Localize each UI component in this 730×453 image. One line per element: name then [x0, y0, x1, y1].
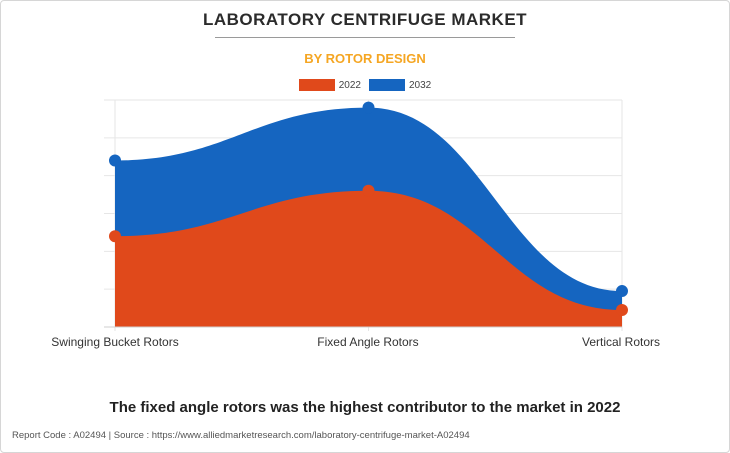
data-point-2032 — [362, 101, 375, 114]
x-tick-label: Vertical Rotors — [581, 335, 661, 349]
report-footer: Report Code : A02494 | Source : https://… — [12, 430, 470, 441]
x-tick-label: Fixed Angle Rotors — [317, 335, 419, 349]
x-tick-label: Swinging Bucket Rotors — [51, 335, 179, 349]
legend-swatch-2032 — [369, 79, 405, 91]
data-point-2022 — [616, 303, 628, 316]
title-divider — [215, 37, 515, 38]
data-point-2032 — [616, 285, 628, 298]
series-area-2022 — [115, 190, 622, 327]
data-point-2022 — [109, 230, 121, 243]
legend: 2022 2032 — [0, 79, 730, 91]
legend-label-2022: 2022 — [338, 79, 361, 91]
chart-caption: The fixed angle rotors was the highest c… — [109, 399, 621, 416]
legend-swatch-2022 — [298, 79, 335, 91]
legend-item-2022[interactable]: 2022 — [298, 79, 361, 91]
legend-label-2032: 2032 — [409, 79, 432, 91]
data-point-2032 — [109, 154, 121, 167]
chart-title: LABORATORY CENTRIFUGE MARKET — [202, 10, 528, 29]
legend-item-2032[interactable]: 2032 — [369, 79, 431, 91]
data-point-2022 — [362, 184, 375, 197]
chart-subtitle: BY ROTOR DESIGN — [304, 51, 426, 66]
